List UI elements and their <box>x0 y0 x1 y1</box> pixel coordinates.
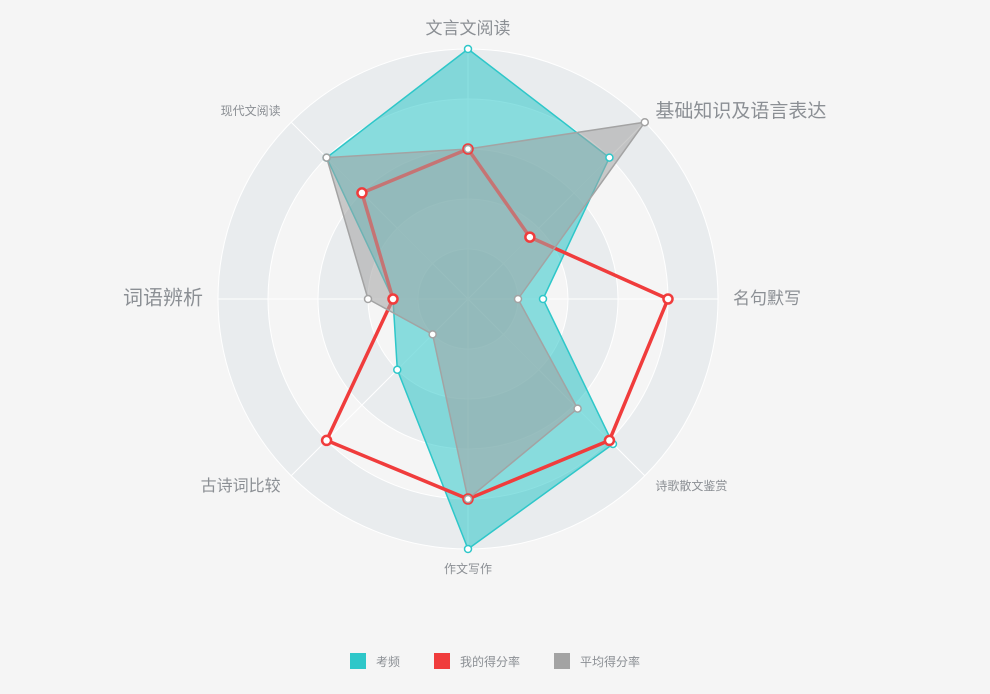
legend-item-2[interactable]: 平均得分率 <box>554 653 640 670</box>
legend-swatch-2 <box>554 653 570 669</box>
indicator-label-6: 词语辨析 <box>123 286 203 310</box>
legend-swatch-0 <box>349 653 366 669</box>
indicator-label-7: 现代文阅读 <box>221 103 281 118</box>
series-2-point-1[interactable] <box>640 117 650 127</box>
series-1-point-6[interactable] <box>387 293 399 305</box>
legend-swatch-1 <box>433 653 450 669</box>
series-0-point-1[interactable] <box>605 153 614 162</box>
series-0-point-5[interactable] <box>393 365 402 374</box>
series-0-point-0[interactable] <box>463 44 473 54</box>
series-1-point-1[interactable] <box>524 231 536 243</box>
indicator-label-3: 诗歌散文鉴赏 <box>655 478 727 493</box>
indicator-label-4: 作文写作 <box>444 561 492 576</box>
legend-label-0: 考频 <box>375 654 400 669</box>
indicator-label-5: 古诗词比较 <box>201 476 281 495</box>
series-0-point-4[interactable] <box>463 544 473 554</box>
indicator-label-2: 名句默写 <box>733 289 801 309</box>
indicator-label-0: 文言文阅读 <box>426 19 511 39</box>
series-2-point-0[interactable] <box>463 144 473 154</box>
legend: 考频 我的得分率 平均得分率 <box>0 651 990 671</box>
series-2-point-6[interactable] <box>363 294 373 304</box>
legend-item-0[interactable]: 考频 <box>349 653 400 670</box>
legend-label-2: 平均得分率 <box>580 654 641 669</box>
legend-label-1: 我的得分率 <box>459 654 520 669</box>
series-2-point-2[interactable] <box>513 294 523 304</box>
series-2-point-5[interactable] <box>428 330 437 339</box>
legend-item-1[interactable]: 我的得分率 <box>433 653 520 670</box>
series-points <box>320 44 674 554</box>
series-2-point-7[interactable] <box>322 153 331 162</box>
series-0-point-2[interactable] <box>538 294 548 304</box>
series-2-point-3[interactable] <box>573 404 582 413</box>
series-1-point-2[interactable] <box>662 293 674 305</box>
series-1-point-5[interactable] <box>320 434 333 447</box>
series-areas <box>324 48 670 550</box>
indicator-label-1: 基础知识及语言表达 <box>655 100 826 122</box>
series-1-point-3[interactable] <box>603 434 616 447</box>
series-1-point-7[interactable] <box>356 187 368 199</box>
series-2-point-4[interactable] <box>463 494 473 504</box>
